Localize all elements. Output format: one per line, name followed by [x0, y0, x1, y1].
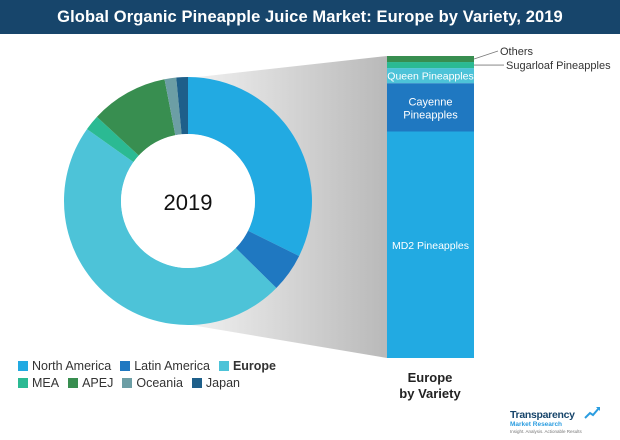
bar-segment-cayenne-pineapples [387, 83, 474, 132]
logo-tagline: Insight. Analysis. Actionable Results [510, 429, 582, 434]
donut-slice-japan [176, 77, 188, 135]
bar-segment-others [387, 56, 474, 63]
bar-segment-sugarloaf-pineapples [387, 62, 474, 69]
logo-name: Transparency [510, 409, 575, 421]
legend-swatch [18, 360, 28, 371]
donut-slice-mea [86, 116, 139, 163]
donut-chart [63, 77, 312, 325]
legend-row: MEA APEJ Oceania Japan [18, 374, 285, 391]
legend-item-europe: Europe [218, 358, 276, 373]
bar-label-md2-pineapples: MD2 Pineapples [392, 240, 469, 252]
donut-slice-europe [63, 129, 277, 325]
legend-swatch [120, 360, 131, 371]
legend-item-apej: APEJ [68, 376, 113, 390]
chart-title: Global Organic Pineapple Juice Market: E… [0, 0, 620, 34]
bar-label-cayenne-pineapples-line-1: Cayenne [408, 96, 452, 108]
legend: North America Latin America Europe MEA APEJ O… [18, 357, 285, 391]
legend-item-latin-america: Latin America [120, 359, 210, 373]
legend-item-oceania: Oceania [122, 376, 183, 390]
bar-label-cayenne-pineapples-line-2: Pineapples [403, 109, 458, 121]
stacked-bar [387, 56, 474, 358]
legend-label: North America [32, 358, 112, 373]
legend-label: Europe [232, 358, 276, 373]
bar-label-sugarloaf-pineapples: Sugarloaf Pineapples [506, 60, 611, 72]
legend-label: MEA [32, 375, 60, 390]
legend-label: APEJ [82, 375, 114, 390]
donut-slice-north-america [188, 77, 312, 257]
brand-logo: Transparency Market Research Insight. An… [510, 406, 610, 436]
logo-subtitle: Market Research [510, 421, 563, 428]
donut-slice-oceania [164, 77, 182, 136]
legend-label: Latin America [134, 358, 210, 373]
legend-swatch [122, 377, 133, 388]
bar-segment-md2-pineapples [387, 131, 474, 358]
legend-swatch [18, 377, 28, 388]
donut-slice-latin-america [235, 230, 300, 288]
legend-swatch [218, 360, 229, 371]
bar-label-queen-pineapples: Queen Pineapples [387, 71, 473, 83]
legend-row: North America Latin America Europe [18, 357, 285, 374]
bar-label-others: Others [500, 46, 534, 58]
donut-slice-apej [96, 79, 176, 156]
legend-label: Japan [205, 375, 240, 390]
legend-swatch [68, 377, 79, 388]
legend-label: Oceania [136, 375, 183, 390]
legend-item-japan: Japan [191, 375, 240, 390]
legend-item-north-america: North America [18, 359, 111, 373]
bar-caption: Europe by Variety [386, 370, 474, 402]
donut-center-label: 2019 [164, 190, 213, 215]
logo-mark-icon [584, 407, 600, 419]
bar-segment-queen-pineapples [387, 68, 474, 84]
bar-caption-line-1: Europe [407, 370, 453, 385]
legend-item-mea: MEA [18, 376, 59, 390]
leader-line-others [473, 50, 499, 60]
legend-swatch [191, 377, 202, 388]
bar-caption-line-2: by Variety [399, 386, 461, 401]
donut-hole [121, 134, 255, 268]
